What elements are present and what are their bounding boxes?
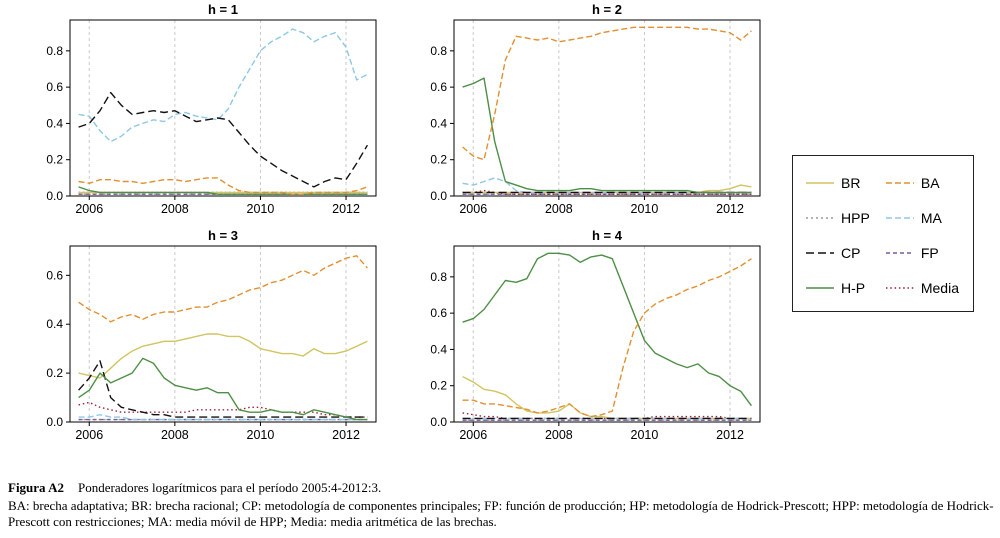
legend-line-sample-HP — [806, 287, 834, 289]
svg-text:2008: 2008 — [161, 428, 189, 442]
svg-text:0.0: 0.0 — [430, 415, 447, 429]
legend-label-Media: Media — [920, 280, 959, 296]
svg-text:0.6: 0.6 — [46, 80, 63, 94]
series-Media — [462, 189, 752, 195]
chart-panel-h4: 0.0 0.2 0.4 0.6 0.8 2006 2008 2010 2012 h = 4 — [408, 228, 768, 452]
svg-text:2008: 2008 — [161, 202, 189, 216]
svg-text:2012: 2012 — [716, 202, 744, 216]
chart-h2: 0.0 0.2 0.4 0.6 0.8 2006 2008 2010 2012 h = 2 — [430, 2, 761, 216]
legend-line-sample-Media — [885, 287, 914, 289]
legend-line-sample-HPP — [806, 217, 834, 219]
panel-title-h2: h = 2 — [592, 2, 622, 17]
series-BA — [78, 255, 368, 323]
svg-text:0.0: 0.0 — [430, 189, 447, 203]
series-HP — [78, 357, 368, 421]
legend-item-Media: Media — [885, 277, 959, 299]
legend-item-FP: FP — [885, 242, 959, 264]
svg-text:2012: 2012 — [716, 428, 744, 442]
svg-text:2012: 2012 — [332, 202, 360, 216]
svg-text:0.2: 0.2 — [46, 366, 63, 380]
panel-title-h4: h = 4 — [592, 228, 623, 243]
panel-title-h1: h = 1 — [208, 2, 238, 17]
legend-label-CP: CP — [841, 245, 861, 261]
legend-label-MA: MA — [920, 210, 942, 226]
legend-label-HP: H-P — [841, 280, 866, 296]
series-CP — [78, 91, 369, 188]
series-BR — [462, 375, 752, 420]
series-MA — [78, 413, 368, 421]
legend-item-CP: CP — [805, 242, 870, 264]
series-BR — [78, 333, 368, 379]
svg-text:0.0: 0.0 — [46, 189, 63, 203]
legend-line-sample-FP — [885, 252, 914, 254]
svg-text:0.4: 0.4 — [430, 342, 447, 356]
figure-caption: Figura A2 Ponderadores logarítmicos para … — [8, 480, 994, 530]
figure-title: Ponderadores logarítmicos para el períod… — [77, 480, 382, 495]
svg-text:0.6: 0.6 — [430, 80, 447, 94]
svg-text:2008: 2008 — [545, 202, 573, 216]
legend-item-MA: MA — [885, 207, 959, 229]
svg-text:2006: 2006 — [459, 428, 487, 442]
svg-text:2010: 2010 — [631, 428, 659, 442]
legend-label-HPP: HPP — [841, 210, 870, 226]
chart-panel-h1: 0.0 0.2 0.4 0.6 0.8 2006 2008 2010 2012 h = 1 — [24, 2, 384, 226]
svg-text:0.8: 0.8 — [46, 44, 63, 58]
svg-text:0.2: 0.2 — [430, 379, 447, 393]
chart-h3: 0.0 0.2 0.4 0.6 2006 2008 2010 2012 h = 3 — [46, 228, 377, 442]
svg-text:0.4: 0.4 — [46, 116, 63, 130]
series-HP — [462, 77, 752, 194]
legend-label-BR: BR — [841, 175, 861, 191]
figure-note: BA: brecha adaptativa; BR: brecha racion… — [8, 497, 994, 529]
svg-text:0.8: 0.8 — [430, 270, 447, 284]
svg-text:0.4: 0.4 — [430, 116, 447, 130]
series-CP — [78, 360, 368, 418]
svg-text:0.6: 0.6 — [46, 268, 63, 282]
legend-item-BA: BA — [885, 172, 959, 194]
svg-text:2012: 2012 — [332, 428, 360, 442]
legend-line-sample-BR — [806, 182, 834, 184]
chart-h1: 0.0 0.2 0.4 0.6 0.8 2006 2008 2010 2012 h = 1 — [46, 2, 377, 216]
legend-item-HPP: HPP — [805, 207, 870, 229]
legend: BR HPP CP H-P BA MA FP Media — [792, 155, 974, 312]
chart-panel-h3: 0.0 0.2 0.4 0.6 2006 2008 2010 2012 h = 3 — [24, 228, 384, 452]
svg-text:2008: 2008 — [545, 428, 573, 442]
legend-item-BR: BR — [805, 172, 870, 194]
chart-panel-h2: 0.0 0.2 0.4 0.6 0.8 2006 2008 2010 2012 h = 2 — [408, 2, 768, 226]
svg-text:2010: 2010 — [247, 428, 275, 442]
svg-text:0.2: 0.2 — [46, 153, 63, 167]
svg-text:0.4: 0.4 — [46, 317, 63, 331]
legend-line-sample-BA — [885, 182, 914, 184]
svg-text:2010: 2010 — [631, 202, 659, 216]
series-HP — [462, 252, 752, 407]
svg-text:2006: 2006 — [459, 202, 487, 216]
series-BR — [462, 184, 752, 194]
panel-title-h3: h = 3 — [208, 228, 238, 243]
legend-label-FP: FP — [920, 245, 939, 261]
chart-h4: 0.0 0.2 0.4 0.6 0.8 2006 2008 2010 2012 h = 4 — [430, 228, 761, 442]
legend-label-BA: BA — [920, 175, 940, 191]
svg-text:0.8: 0.8 — [430, 44, 447, 58]
svg-text:2006: 2006 — [75, 202, 103, 216]
series-HP — [78, 186, 368, 195]
series-BA — [78, 177, 368, 195]
series-BA — [462, 26, 752, 161]
svg-text:0.2: 0.2 — [430, 153, 447, 167]
series-MA — [78, 28, 368, 143]
svg-text:2006: 2006 — [75, 428, 103, 442]
svg-text:0.6: 0.6 — [430, 306, 447, 320]
series-BA — [462, 258, 752, 418]
legend-line-sample-CP — [806, 252, 834, 254]
legend-item-HP: H-P — [805, 277, 870, 299]
figure-label: Figura A2 — [8, 480, 64, 495]
svg-text:2010: 2010 — [247, 202, 275, 216]
svg-text:0.0: 0.0 — [46, 415, 63, 429]
legend-line-sample-MA — [885, 217, 914, 219]
series-Media — [78, 401, 368, 418]
